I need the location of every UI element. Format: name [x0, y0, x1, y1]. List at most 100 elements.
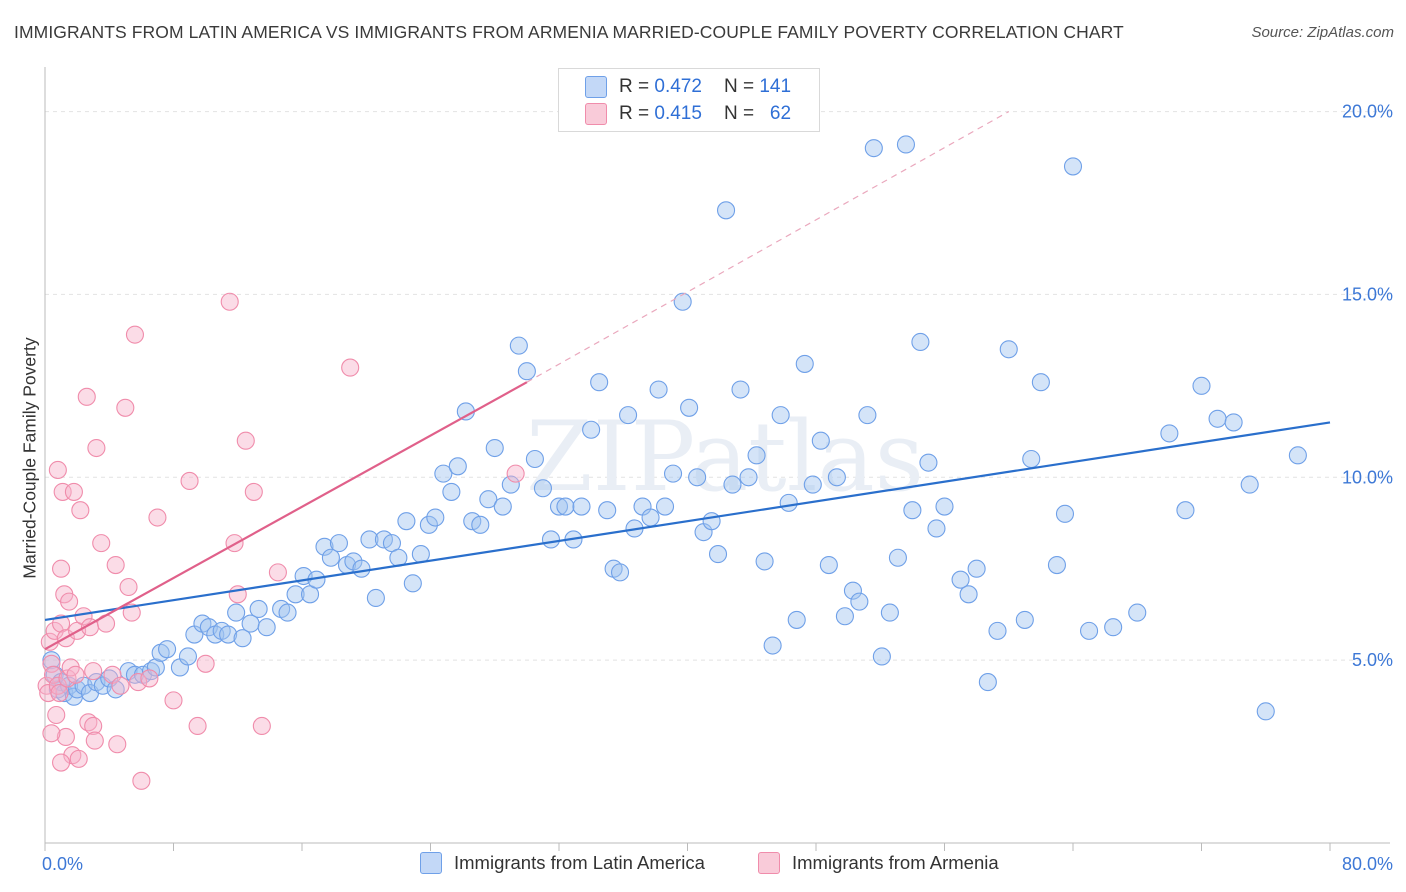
- series-legend-label: Immigrants from Latin America: [454, 852, 705, 873]
- stats-legend-row-armenia: R = 0.415 N = 62: [585, 102, 791, 126]
- point-latin-america: [411, 545, 430, 564]
- point-armenia: [111, 676, 130, 695]
- point-armenia: [180, 471, 199, 490]
- stats-legend-row-latin-america: R = 0.472 N = 141: [585, 75, 791, 99]
- point-latin-america: [501, 475, 520, 494]
- point-latin-america: [999, 340, 1018, 359]
- point-armenia: [64, 482, 83, 501]
- point-armenia: [45, 621, 64, 640]
- point-latin-america: [582, 420, 601, 439]
- point-armenia: [43, 665, 63, 684]
- point-latin-america: [872, 647, 891, 666]
- point-latin-america: [572, 497, 591, 516]
- series-legend: Immigrants from Latin America Immigrants…: [0, 852, 1406, 876]
- point-armenia: [42, 724, 61, 743]
- point-latin-america: [888, 548, 907, 567]
- point-armenia: [50, 684, 69, 703]
- point-latin-america: [366, 588, 385, 608]
- point-latin-america: [1031, 373, 1050, 392]
- point-latin-america: [880, 603, 899, 622]
- trendline-armenia: [44, 381, 528, 651]
- point-latin-america: [649, 380, 668, 399]
- point-latin-america: [434, 464, 453, 483]
- point-latin-america: [1208, 409, 1227, 428]
- point-armenia: [140, 669, 159, 688]
- point-armenia: [116, 398, 135, 417]
- point-latin-america: [219, 625, 238, 644]
- point-latin-america: [827, 468, 846, 487]
- point-armenia: [66, 665, 85, 684]
- point-latin-america: [1063, 157, 1083, 176]
- point-armenia: [188, 716, 207, 736]
- point-armenia: [252, 716, 271, 736]
- point-armenia: [52, 559, 71, 578]
- point-latin-america: [716, 201, 736, 220]
- point-armenia: [47, 705, 66, 725]
- point-latin-america: [779, 493, 798, 512]
- r-value: 0.472: [654, 76, 702, 97]
- point-latin-america: [619, 406, 638, 425]
- point-latin-america: [843, 581, 862, 600]
- point-latin-america: [141, 662, 161, 681]
- point-latin-america: [967, 559, 986, 578]
- n-label: N =: [723, 103, 755, 124]
- point-latin-america: [158, 640, 177, 659]
- point-latin-america: [598, 501, 617, 520]
- point-armenia: [220, 292, 239, 311]
- point-latin-america: [493, 497, 512, 516]
- point-latin-america: [978, 673, 997, 692]
- point-armenia: [129, 673, 148, 692]
- point-latin-america: [723, 475, 742, 494]
- point-latin-america: [1080, 621, 1099, 640]
- point-latin-america: [688, 468, 707, 487]
- point-latin-america: [556, 497, 575, 516]
- point-latin-america: [673, 292, 692, 311]
- point-latin-america: [1256, 702, 1275, 721]
- n-value: 62: [769, 103, 792, 124]
- point-latin-america: [178, 647, 198, 666]
- point-latin-america: [747, 446, 766, 465]
- point-armenia: [77, 387, 96, 406]
- point-latin-america: [896, 135, 916, 154]
- point-latin-america: [911, 332, 930, 352]
- point-latin-america: [988, 621, 1007, 640]
- point-latin-america: [1176, 501, 1195, 520]
- point-armenia: [268, 563, 287, 582]
- point-latin-america: [227, 603, 246, 622]
- point-armenia: [196, 654, 215, 673]
- point-armenia: [69, 749, 88, 768]
- point-latin-america: [1224, 413, 1243, 432]
- point-latin-america: [471, 515, 490, 534]
- point-latin-america: [541, 530, 561, 549]
- point-latin-america: [456, 402, 475, 421]
- series-legend-latin-america: Immigrants from Latin America: [420, 852, 705, 874]
- point-latin-america: [935, 497, 954, 516]
- point-latin-america: [1240, 475, 1259, 494]
- point-latin-america: [419, 515, 438, 534]
- point-latin-america: [771, 406, 790, 425]
- point-armenia: [132, 771, 151, 790]
- n-value: 141: [759, 76, 792, 97]
- x-tick-label: 80.0%: [1342, 854, 1393, 874]
- point-latin-america: [850, 592, 869, 611]
- point-armenia: [52, 753, 71, 772]
- point-latin-america: [1288, 446, 1307, 465]
- point-armenia: [56, 727, 75, 746]
- point-latin-america: [278, 603, 297, 622]
- point-latin-america: [329, 534, 348, 553]
- point-armenia: [84, 716, 103, 736]
- point-armenia: [108, 735, 127, 754]
- point-latin-america: [479, 490, 498, 509]
- point-latin-america: [951, 570, 970, 589]
- source-label: Source: ZipAtlas.com: [1251, 24, 1394, 41]
- point-latin-america: [680, 398, 699, 417]
- point-latin-america: [360, 530, 379, 549]
- point-latin-america: [397, 512, 416, 531]
- point-latin-america: [919, 453, 938, 472]
- point-latin-america: [286, 585, 305, 604]
- point-latin-america: [1160, 424, 1179, 443]
- point-armenia: [236, 431, 255, 450]
- point-latin-america: [755, 552, 774, 571]
- point-latin-america: [106, 680, 125, 699]
